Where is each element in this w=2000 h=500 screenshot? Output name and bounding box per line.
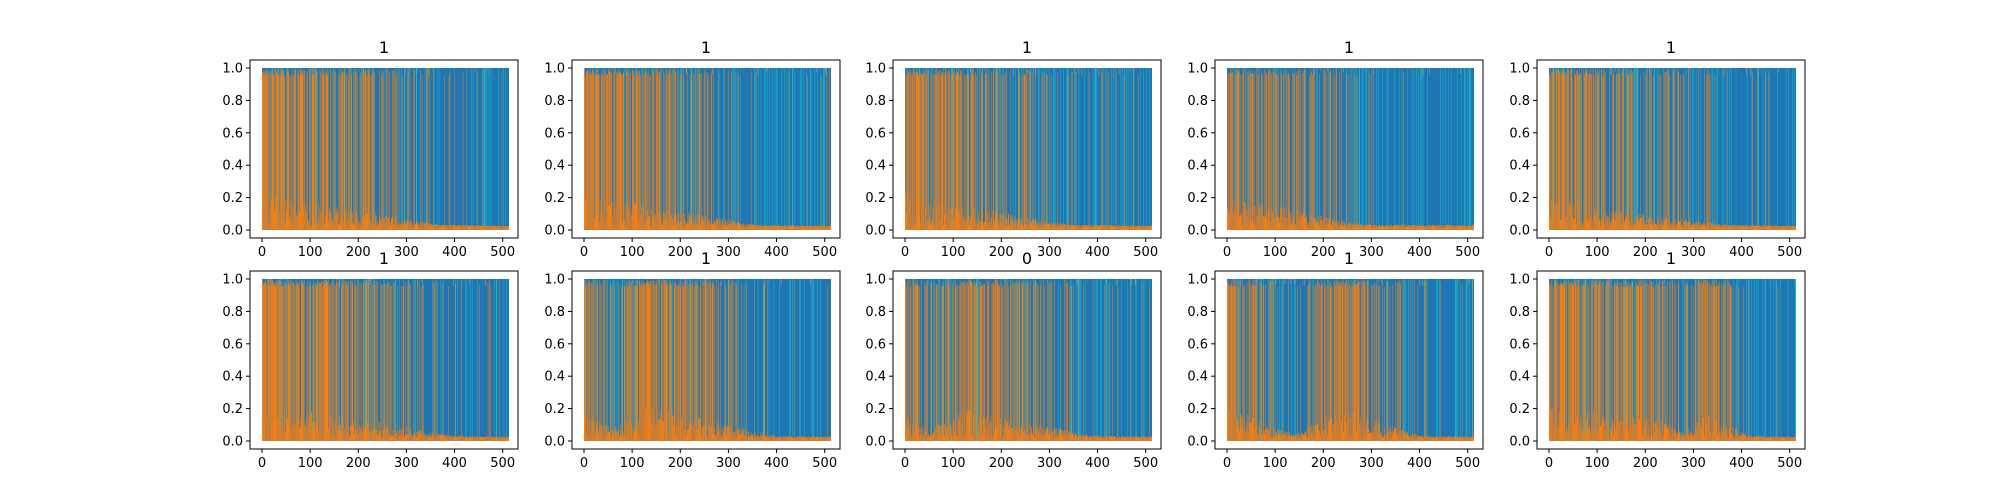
x-tick-label: 500 [1133,245,1158,260]
y-tick-label: 0.4 [544,159,565,174]
y-tick-label: 0.8 [222,94,243,109]
x-tick-label: 300 [394,245,419,260]
axes-pad [250,60,518,68]
y-tick-label: 0.2 [222,191,243,206]
axes-pad [572,60,584,238]
y-tick-label: 0.2 [865,191,886,206]
subplot-1: 1 0.0 0.2 0.4 0.6 0.8 1.0 0 100 200 300 400 500 [222,38,519,260]
axes-pad [893,230,1161,238]
x-tick-label: 300 [1037,245,1062,260]
orange-series-mark [1473,225,1475,230]
blue-series-mark [830,68,832,230]
axes-pad [250,60,262,238]
y-tick-label: 0.2 [1187,191,1208,206]
x-tick-label: 500 [1455,245,1480,260]
subplot-title: 1 [1022,38,1032,57]
x-tick-label: 100 [620,245,645,260]
x-tick-label: 400 [442,245,467,260]
y-tick-label: 0.6 [222,126,243,141]
y-tick-label: 0.0 [1187,224,1208,239]
y-tick-label: 0.0 [222,224,243,239]
x-tick-label: 100 [298,245,323,260]
x-tick-label: 300 [716,245,741,260]
x-tick-label: 400 [1085,245,1110,260]
axes-pad [893,60,1161,68]
y-tick-label: 1.0 [1187,62,1208,77]
x-tick-label: 300 [1359,245,1384,260]
x-tick-label: 200 [989,245,1014,260]
plot-area [1537,60,1805,238]
subplot-title: 1 [1344,38,1354,57]
x-tick-label: 500 [812,245,837,260]
x-tick-label: 200 [668,245,693,260]
y-tick-label: 1.0 [544,62,565,77]
axes-pad [1215,60,1227,238]
blue-series-mark [1151,68,1153,230]
axes-pad [1215,60,1483,68]
plot-area [572,60,840,238]
subplot-2: 1 0.0 0.2 0.4 0.6 0.8 1.0 0 100 200 300 400 500 [544,38,841,260]
y-tick-label: 1.0 [222,62,243,77]
axes-pad [250,230,518,238]
blue-series-mark [508,68,510,230]
x-tick-label: 100 [1263,245,1288,260]
y-tick-label: 0.8 [544,94,565,109]
orange-series-mark [508,226,510,230]
axes-frame [249,59,519,239]
x-tick-label: 0 [1223,245,1231,260]
y-tick-label: 0.2 [544,191,565,206]
blue-series-mark [1473,68,1475,230]
x-tick-label: 400 [764,245,789,260]
y-tick-label: 1.0 [865,62,886,77]
y-tick-label: 0.6 [1187,126,1208,141]
orange-series-mark [1151,225,1153,230]
axes-pad [893,60,905,238]
axes-pad [572,230,840,238]
y-tick-label: 0.4 [1187,159,1208,174]
orange-series-mark [830,225,832,230]
subplot-title: 1 [701,38,711,57]
axes-pad [509,60,518,238]
plot-area [1215,60,1483,238]
plot-area [893,60,1161,238]
subplot-3: 1 0.0 0.2 0.4 0.6 0.8 1.0 0 100 200 300 400 500 [865,38,1162,260]
axes-pad [1152,60,1161,238]
y-tick-label: 0.4 [222,159,243,174]
axes-frame [571,59,841,239]
x-tick-label: 0 [901,245,909,260]
x-tick-label: 100 [941,245,966,260]
axes-pad [572,60,840,68]
axes-pad [1474,60,1483,238]
y-tick-label: 0.0 [865,224,886,239]
x-tick-label: 200 [1311,245,1336,260]
x-tick-label: 400 [1407,245,1432,260]
y-tick-label: 0.6 [865,126,886,141]
axes-pad [831,60,840,238]
subplot-5: 10.00.20.40.60.81.00 100 200 300 400 500 [1509,38,1806,260]
y-tick-label: 0.0 [544,224,565,239]
y-tick-label: 0.4 [865,159,886,174]
plot-area [250,60,518,238]
x-tick-label: 500 [490,245,515,260]
y-tick-label: 0.6 [544,126,565,141]
y-tick-label: 0.8 [865,94,886,109]
axes-frame [892,59,1162,239]
subplot-title: 1 [379,38,389,57]
axes-pad [1215,230,1483,238]
subplot-4: 1 0.0 0.2 0.4 0.6 0.8 1.0 0 100 200 300 400 500 [1187,38,1484,260]
x-tick-label: 0 [580,245,588,260]
x-tick-label: 200 [346,245,371,260]
y-tick-label: 0.8 [1187,94,1208,109]
axes-frame [1214,59,1484,239]
x-tick-label: 0 [258,245,266,260]
